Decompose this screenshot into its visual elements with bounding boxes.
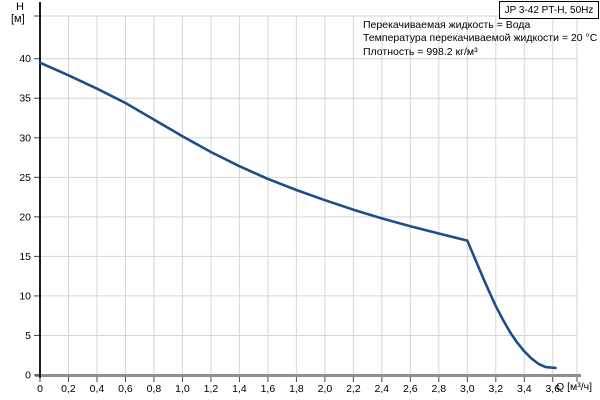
svg-text:1,6: 1,6: [261, 383, 276, 395]
x-tick-labels: 0 0,2 0,4 0,6 0,8 1,0 1,2 1,4 1,6 1,8 2,0 2,2 2,4 2,6…: [37, 383, 560, 395]
svg-text:1,4: 1,4: [232, 383, 247, 395]
svg-text:3,0: 3,0: [460, 383, 475, 395]
pump-title-box: JP 3-42 PT-H, 50Hz: [499, 1, 599, 19]
svg-text:2,0: 2,0: [318, 383, 333, 395]
svg-text:0,6: 0,6: [118, 383, 133, 395]
svg-text:3,6: 3,6: [545, 383, 560, 395]
pump-title: JP 3-42 PT-H, 50Hz: [504, 4, 594, 16]
svg-text:10: 10: [19, 290, 31, 302]
svg-text:35: 35: [19, 93, 31, 105]
svg-text:2,4: 2,4: [375, 383, 390, 395]
pump-curve: [38, 61, 557, 370]
head-curve-line: [38, 61, 557, 370]
svg-text:0,8: 0,8: [147, 383, 162, 395]
svg-text:2,8: 2,8: [432, 383, 447, 395]
svg-text:2,6: 2,6: [403, 383, 418, 395]
svg-text:1,8: 1,8: [289, 383, 304, 395]
info-line-temperature: Температура перекачиваемой жидкости = 20…: [363, 32, 598, 45]
y-tick-labels: 0 5 10 15 20 25 30 35 40: [19, 53, 31, 381]
y-axis-symbol: H: [16, 1, 24, 13]
svg-text:20: 20: [19, 211, 31, 223]
x-axis-label: Q [м³/ч]: [556, 381, 593, 393]
svg-text:5: 5: [25, 330, 31, 342]
y-axis-unit: [м]: [11, 13, 25, 25]
svg-text:0: 0: [25, 370, 31, 382]
svg-text:25: 25: [19, 172, 31, 184]
fluid-info-block: Перекачиваемая жидкость = Вода Температу…: [363, 19, 597, 59]
svg-text:0,2: 0,2: [61, 383, 76, 395]
grid-lines: [40, 15, 578, 375]
svg-text:0: 0: [37, 383, 43, 395]
axes: [35, 2, 581, 378]
svg-text:30: 30: [19, 132, 31, 144]
svg-text:15: 15: [19, 251, 31, 263]
svg-text:0,4: 0,4: [90, 383, 105, 395]
svg-text:40: 40: [19, 53, 31, 65]
svg-text:3,2: 3,2: [489, 383, 504, 395]
info-line-density: Плотность = 998.2 кг/м³: [363, 45, 478, 58]
svg-text:1,0: 1,0: [175, 383, 190, 395]
svg-text:2,2: 2,2: [346, 383, 361, 395]
info-line-fluid: Перекачиваемая жидкость = Вода: [363, 19, 531, 31]
svg-text:3,4: 3,4: [517, 383, 532, 395]
svg-text:1,2: 1,2: [204, 383, 219, 395]
tick-marks: [34, 15, 578, 382]
